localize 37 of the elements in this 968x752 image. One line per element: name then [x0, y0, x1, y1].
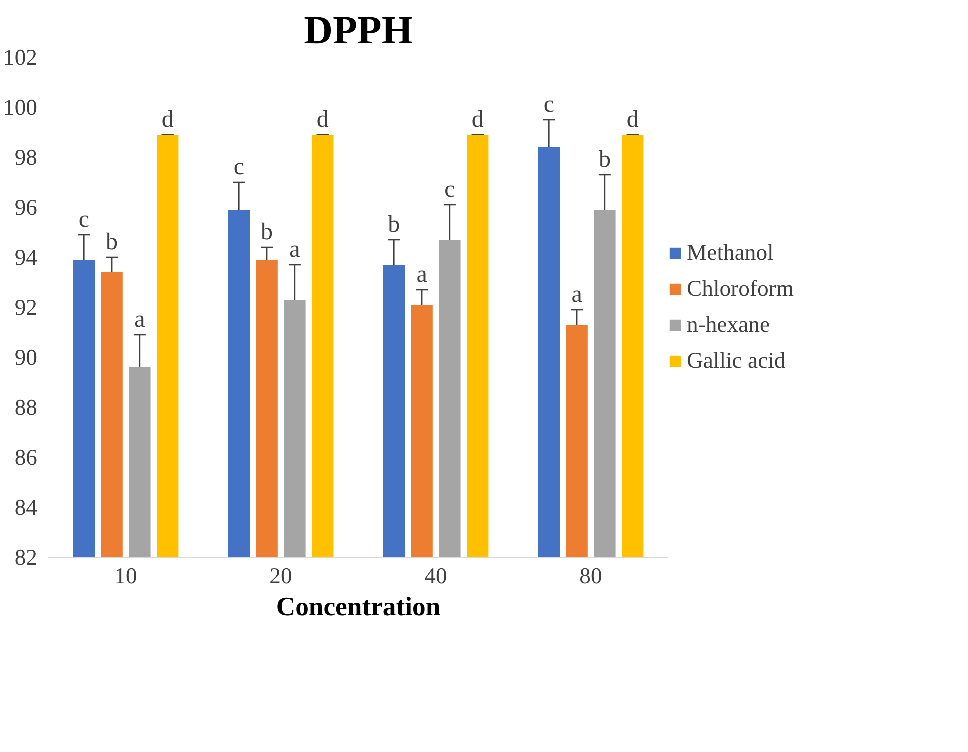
y-tick-label: 84 [14, 495, 38, 520]
data-label: b [261, 220, 274, 246]
data-label: b [388, 212, 400, 238]
data-label: d [316, 107, 329, 133]
y-tick-label: 92 [14, 295, 38, 320]
legend-label: Methanol [687, 240, 774, 266]
data-label: c [544, 92, 554, 118]
data-label: c [78, 207, 90, 233]
data-label: b [106, 230, 118, 256]
x-tick-label: 20 [270, 564, 292, 588]
data-label: a [290, 237, 301, 263]
data-label: a [134, 307, 146, 333]
legend-label: n-hexane [687, 312, 770, 338]
x-tick-label: 80 [580, 564, 602, 588]
y-tick-label: 96 [14, 195, 38, 220]
data-label: c [234, 154, 244, 180]
data-label: b [598, 147, 611, 173]
data-label: d [162, 107, 174, 133]
data-label: d [626, 107, 639, 133]
chart-title: DPPH [304, 8, 413, 52]
y-tick-label: 102 [4, 45, 38, 70]
data-label: a [572, 282, 583, 308]
legend-label: Gallic acid [687, 348, 786, 374]
y-tick-label: 94 [14, 245, 38, 270]
data-label: d [472, 107, 484, 133]
y-tick-label: 88 [14, 395, 38, 420]
y-tick-label: 90 [14, 345, 38, 370]
x-axis-title: Concentration [276, 592, 441, 622]
legend-label: Chloroform [687, 276, 794, 302]
x-tick-label: 40 [424, 564, 448, 588]
y-tick-label: 100 [4, 95, 38, 120]
data-label: a [416, 262, 428, 288]
y-tick-label: 86 [14, 445, 38, 470]
x-tick-label: 10 [114, 564, 138, 588]
y-tick-label: 98 [14, 145, 38, 170]
data-label: c [444, 177, 456, 203]
y-tick-label: 82 [14, 545, 38, 570]
